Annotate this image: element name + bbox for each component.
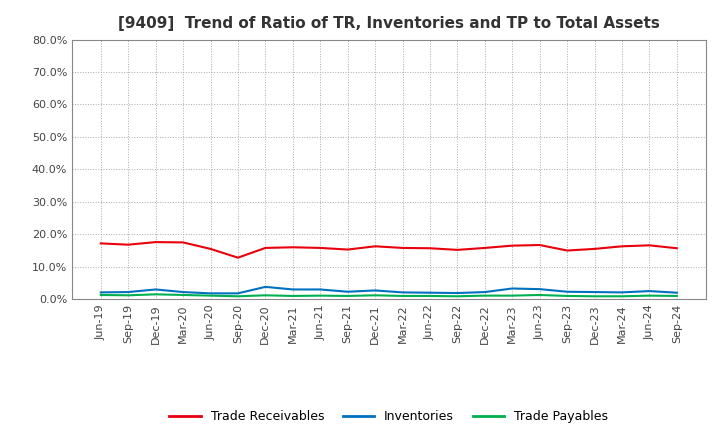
Inventories — [508, 286, 516, 291]
Inventories — [398, 290, 407, 295]
Inventories — [453, 290, 462, 296]
Trade Payables — [206, 293, 215, 298]
Trade Payables — [645, 293, 654, 298]
Title: [9409]  Trend of Ratio of TR, Inventories and TP to Total Assets: [9409] Trend of Ratio of TR, Inventories… — [118, 16, 660, 32]
Trade Payables — [398, 293, 407, 299]
Trade Payables — [316, 293, 325, 298]
Trade Receivables — [371, 244, 379, 249]
Trade Receivables — [398, 245, 407, 250]
Trade Payables — [151, 292, 160, 297]
Trade Receivables — [563, 248, 572, 253]
Trade Receivables — [316, 245, 325, 250]
Trade Receivables — [151, 239, 160, 245]
Inventories — [426, 290, 434, 295]
Trade Payables — [289, 293, 297, 299]
Line: Trade Payables: Trade Payables — [101, 294, 677, 296]
Inventories — [618, 290, 626, 295]
Inventories — [371, 288, 379, 293]
Inventories — [179, 290, 187, 295]
Trade Payables — [480, 293, 489, 298]
Trade Receivables — [645, 243, 654, 248]
Trade Payables — [96, 292, 105, 297]
Inventories — [261, 284, 270, 290]
Inventories — [590, 290, 599, 295]
Inventories — [233, 291, 242, 296]
Inventories — [343, 289, 352, 294]
Legend: Trade Receivables, Inventories, Trade Payables: Trade Receivables, Inventories, Trade Pa… — [164, 405, 613, 428]
Trade Payables — [426, 293, 434, 299]
Trade Payables — [343, 293, 352, 299]
Inventories — [96, 290, 105, 295]
Trade Receivables — [124, 242, 132, 247]
Trade Payables — [618, 293, 626, 299]
Trade Payables — [508, 293, 516, 298]
Inventories — [206, 291, 215, 296]
Trade Receivables — [96, 241, 105, 246]
Trade Receivables — [261, 245, 270, 250]
Inventories — [536, 286, 544, 292]
Trade Payables — [590, 293, 599, 299]
Trade Receivables — [536, 242, 544, 248]
Trade Receivables — [672, 246, 681, 251]
Trade Payables — [563, 293, 572, 299]
Trade Payables — [179, 292, 187, 297]
Line: Trade Receivables: Trade Receivables — [101, 242, 677, 258]
Inventories — [563, 289, 572, 294]
Trade Receivables — [289, 245, 297, 250]
Trade Receivables — [233, 255, 242, 260]
Trade Payables — [672, 293, 681, 299]
Trade Receivables — [453, 247, 462, 253]
Inventories — [124, 290, 132, 295]
Trade Receivables — [480, 245, 489, 250]
Trade Receivables — [206, 246, 215, 252]
Trade Payables — [233, 293, 242, 299]
Inventories — [316, 287, 325, 292]
Trade Payables — [453, 293, 462, 299]
Trade Receivables — [508, 243, 516, 248]
Trade Payables — [124, 293, 132, 298]
Inventories — [289, 287, 297, 292]
Trade Receivables — [179, 240, 187, 245]
Inventories — [672, 290, 681, 295]
Inventories — [645, 289, 654, 294]
Trade Receivables — [618, 244, 626, 249]
Line: Inventories: Inventories — [101, 287, 677, 293]
Inventories — [480, 290, 489, 295]
Trade Payables — [536, 292, 544, 297]
Trade Receivables — [590, 246, 599, 252]
Trade Receivables — [343, 247, 352, 252]
Inventories — [151, 287, 160, 292]
Trade Payables — [371, 293, 379, 298]
Trade Payables — [261, 293, 270, 298]
Trade Receivables — [426, 246, 434, 251]
